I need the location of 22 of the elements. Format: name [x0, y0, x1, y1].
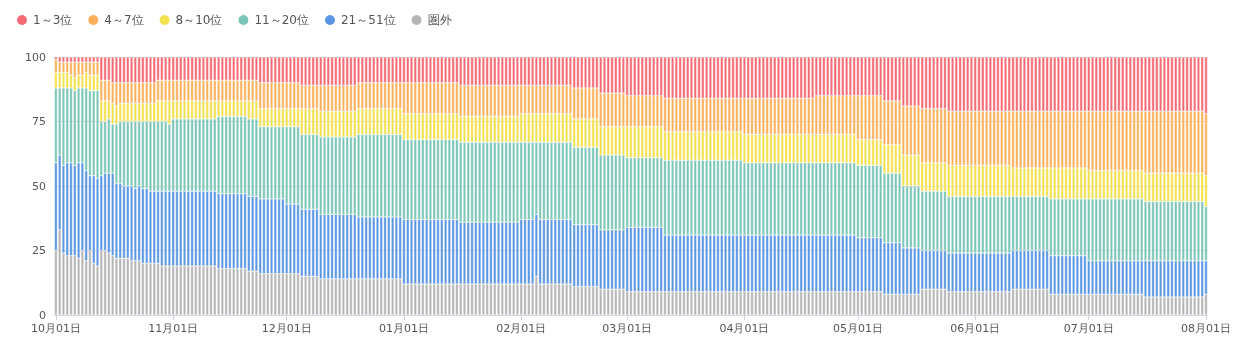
legend-label: 1～3位 [33, 13, 73, 27]
y-tick-label: 75 [32, 115, 46, 128]
legend-label: 8～10位 [175, 13, 223, 27]
y-tick-label: 0 [39, 308, 46, 322]
x-tick-label: 12月01日 [261, 322, 312, 335]
y-tick-label: 25 [32, 244, 46, 257]
legend-label: 4～7位 [104, 13, 144, 27]
x-tick-label: 07月01日 [1063, 322, 1114, 335]
y-tick-label: 100 [25, 50, 46, 64]
y-tick-label: 50 [32, 179, 46, 193]
x-tick-label: 06月01日 [950, 322, 1001, 335]
legend-label: 11～20位 [254, 13, 309, 27]
legend-label: 21～51位 [340, 13, 396, 27]
x-tick-label: 02月01日 [496, 322, 547, 335]
x-tick-label: 11月01日 [148, 322, 199, 335]
x-tick-label: 01月01日 [378, 322, 429, 335]
x-tick-label: 04月01日 [719, 322, 770, 335]
legend-label: 圏外 [427, 13, 452, 27]
x-tick-label: 08月01日 [1181, 322, 1232, 335]
x-tick-label: 03月01日 [602, 322, 653, 335]
x-tick-label: 05月01日 [832, 322, 883, 335]
x-tick-label: 10月01日 [30, 322, 81, 335]
